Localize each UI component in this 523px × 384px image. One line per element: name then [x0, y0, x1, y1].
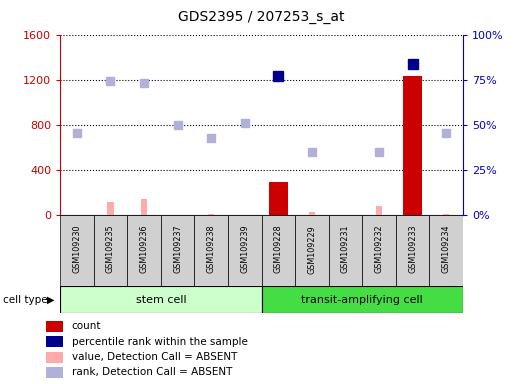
Text: GSM109238: GSM109238	[207, 225, 215, 273]
Text: cell type: cell type	[3, 295, 47, 305]
Bar	[94, 215, 127, 286]
Bar	[228, 215, 262, 286]
Bar	[60, 215, 94, 286]
Bar	[429, 215, 463, 286]
Text: value, Detection Call = ABSENT: value, Detection Call = ABSENT	[72, 352, 237, 362]
Bar	[141, 199, 147, 215]
Bar	[47, 367, 63, 378]
Bar	[362, 215, 396, 286]
Text: stem cell: stem cell	[135, 295, 186, 305]
Bar	[295, 215, 328, 286]
Text: transit-amplifying cell: transit-amplifying cell	[301, 295, 423, 305]
Text: GSM109230: GSM109230	[72, 225, 82, 273]
Bar	[107, 202, 113, 215]
Bar	[127, 215, 161, 286]
Bar	[269, 182, 288, 215]
Bar	[47, 352, 63, 362]
Bar	[309, 212, 315, 215]
Text: percentile rank within the sample: percentile rank within the sample	[72, 337, 247, 347]
Text: GSM109233: GSM109233	[408, 225, 417, 273]
Bar	[396, 215, 429, 286]
Text: GSM109236: GSM109236	[140, 225, 149, 273]
Text: GSM109232: GSM109232	[374, 225, 383, 273]
Bar	[195, 215, 228, 286]
Bar	[403, 76, 422, 215]
Text: GSM109237: GSM109237	[173, 225, 182, 273]
Text: rank, Detection Call = ABSENT: rank, Detection Call = ABSENT	[72, 367, 232, 377]
Text: GSM109235: GSM109235	[106, 225, 115, 273]
Bar	[443, 214, 449, 215]
Text: count: count	[72, 321, 101, 331]
Text: GSM109231: GSM109231	[341, 225, 350, 273]
Bar	[161, 215, 195, 286]
Bar	[47, 336, 63, 347]
Bar	[262, 286, 463, 313]
Bar	[208, 214, 214, 215]
Bar	[262, 215, 295, 286]
Text: GSM109239: GSM109239	[240, 225, 249, 273]
Bar	[47, 321, 63, 332]
Text: GSM109228: GSM109228	[274, 225, 283, 273]
Text: GDS2395 / 207253_s_at: GDS2395 / 207253_s_at	[178, 10, 345, 23]
Bar	[328, 215, 362, 286]
Bar	[60, 286, 262, 313]
Bar	[376, 206, 382, 215]
Text: ▶: ▶	[47, 295, 54, 305]
Text: GSM109234: GSM109234	[441, 225, 451, 273]
Text: GSM109229: GSM109229	[308, 225, 316, 273]
